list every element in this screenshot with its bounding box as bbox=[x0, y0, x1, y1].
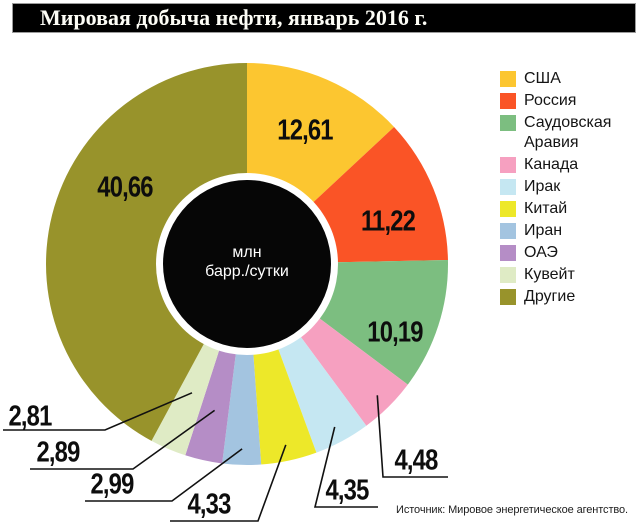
leader-line-7 bbox=[85, 448, 243, 502]
legend: США Россия Саудовская Аравия Канада Ирак… bbox=[500, 69, 636, 309]
legend-item-canada: Канада bbox=[500, 155, 636, 175]
legend-swatch-uae bbox=[500, 245, 516, 261]
legend-item-iran: Иран bbox=[500, 221, 636, 241]
legend-label-iran: Иран bbox=[524, 222, 563, 239]
chart-title: Мировая добыча нефти, январь 2016 г. bbox=[40, 5, 428, 30]
legend-item-others: Другие bbox=[500, 287, 636, 307]
legend-swatch-others bbox=[500, 289, 516, 305]
legend-label-usa: США bbox=[524, 70, 561, 87]
callout-leader-lines bbox=[3, 392, 448, 522]
pie-slice-10 bbox=[46, 63, 247, 441]
legend-item-saudi-arabia: Саудовская Аравия bbox=[500, 113, 636, 153]
legend-item-usa: США bbox=[500, 69, 636, 89]
legend-label-others: Другие bbox=[524, 288, 576, 305]
legend-label-kuwait: Кувейт bbox=[524, 266, 575, 283]
legend-label-uae: ОАЭ bbox=[524, 244, 558, 261]
legend-item-kuwait: Кувейт bbox=[500, 265, 636, 285]
legend-label-iraq: Ирак bbox=[524, 178, 561, 195]
pie-slice-7 bbox=[222, 264, 262, 466]
leader-line-6 bbox=[170, 444, 287, 522]
legend-swatch-china bbox=[500, 201, 516, 217]
leader-line-8 bbox=[30, 409, 216, 470]
title-bar: Мировая добыча нефти, январь 2016 г. bbox=[12, 3, 636, 33]
legend-swatch-canada bbox=[500, 157, 516, 173]
legend-label-canada: Канада bbox=[524, 156, 579, 173]
leader-line-4 bbox=[376, 395, 448, 478]
legend-label-saudi-arabia: Саудовская Аравия bbox=[524, 114, 612, 151]
legend-swatch-iran bbox=[500, 223, 516, 239]
leader-line-9 bbox=[3, 392, 193, 431]
legend-item-iraq: Ирак bbox=[500, 177, 636, 197]
legend-item-uae: ОАЭ bbox=[500, 243, 636, 263]
legend-swatch-kuwait bbox=[500, 267, 516, 283]
donut-center-disc bbox=[163, 180, 331, 348]
legend-label-russia: Россия bbox=[524, 92, 577, 109]
legend-swatch-usa bbox=[500, 71, 516, 87]
legend-label-china: Китай bbox=[524, 200, 568, 217]
legend-item-china: Китай bbox=[500, 199, 636, 219]
leader-line-5 bbox=[313, 426, 378, 508]
legend-swatch-iraq bbox=[500, 179, 516, 195]
legend-swatch-saudi-arabia bbox=[500, 115, 516, 131]
legend-item-russia: Россия bbox=[500, 91, 636, 111]
source-note: Источник: Мировое энергетическое агентст… bbox=[396, 504, 628, 516]
legend-swatch-russia bbox=[500, 93, 516, 109]
